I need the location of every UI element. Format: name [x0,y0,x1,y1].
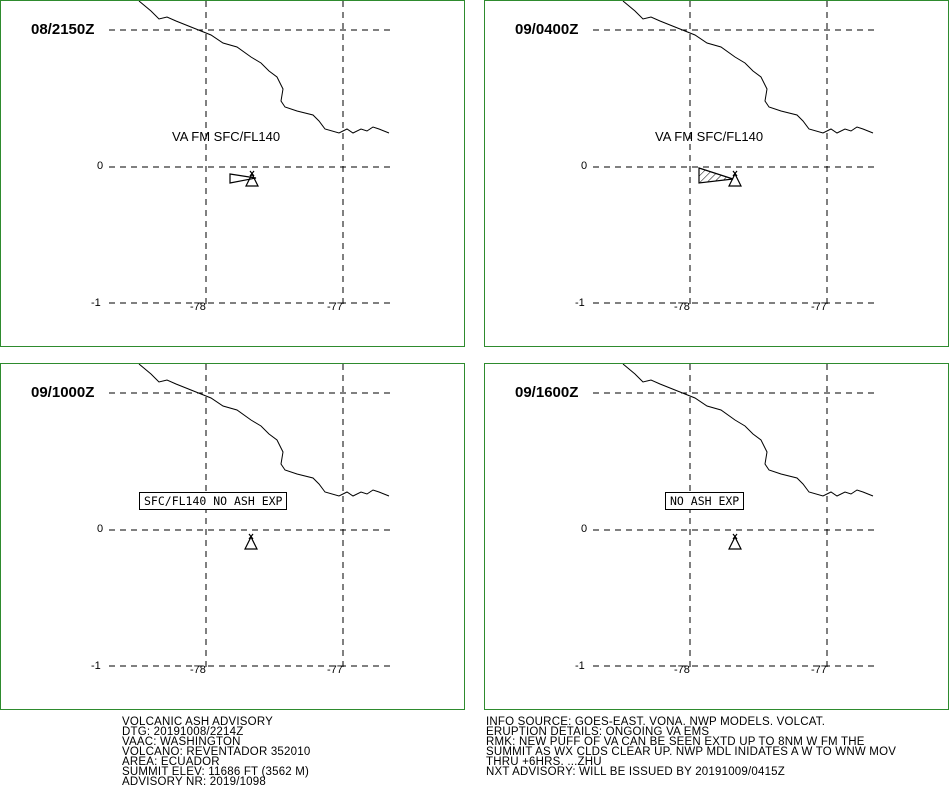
map-panel-4: 09/1600Z NO ASH EXP 0 -1 -78 -77 [484,363,949,710]
advisory-right: INFO SOURCE: GOES-EAST. VONA. NWP MODELS… [486,716,897,778]
coastline [622,1,874,134]
advisory-line: VAAC: WASHINGTON [122,736,241,748]
no-ash-label: SFC/FL140 NO ASH EXP [139,492,288,510]
volcano-icon [728,533,742,550]
lon-label-1: -77 [811,664,827,676]
advisory-line: ERUPTION DETAILS: ONGOING VA EMS [486,726,710,738]
volcano-icon [245,170,259,187]
lon-label-1: -77 [327,301,343,313]
lon-label-0: -78 [190,301,206,313]
ash-cloud-polygon [698,167,734,184]
map-graphic [109,364,391,669]
lat-label-0: 0 [97,523,104,535]
lon-label-0: -78 [190,664,206,676]
ash-cloud-polygon [229,173,257,184]
va-label: VA FM SFC/FL140 [172,129,281,144]
advisory-line: DTG: 20191008/2214Z [122,726,244,738]
lon-label-0: -78 [674,301,690,313]
panel-time: 09/0400Z [515,21,579,38]
map-graphic [593,1,875,306]
map-graphic [109,1,391,306]
lat-label-1: -1 [91,297,101,309]
advisory-line: ADVISORY NR: 2019/1098 [122,776,266,788]
map-graphic [593,364,875,669]
map-panel-1: 08/2150Z VA FM SFC/FL140 0 -1 -78 -77 [0,0,465,347]
volcano-icon [244,533,258,550]
va-label: VA FM SFC/FL140 [655,129,764,144]
advisory-line: VOLCANO: REVENTADOR 352010 [122,746,311,758]
advisory-line: THRU +6HRS. ...ZHU [486,756,602,768]
advisory-line: NXT ADVISORY: WILL BE ISSUED BY 20191009… [486,766,785,778]
lat-label-1: -1 [575,660,585,672]
advisory-line: SUMMIT AS WX CLDS CLEAR UP. NWP MDL INID… [486,746,897,758]
lon-label-1: -77 [811,301,827,313]
lon-label-0: -78 [674,664,690,676]
coastline [138,364,390,497]
panel-time: 09/1000Z [31,384,95,401]
lat-label-0: 0 [581,523,588,535]
advisory-line: VOLCANIC ASH ADVISORY [122,716,273,728]
panel-time: 09/1600Z [515,384,579,401]
coastline [622,364,874,497]
lat-label-0: 0 [97,160,104,172]
advisory-line: SUMMIT ELEV: 11686 FT (3562 M) [122,766,310,778]
advisory-line: AREA: ECUADOR [122,756,220,768]
lat-label-1: -1 [91,660,101,672]
lat-label-1: -1 [575,297,585,309]
coastline [138,1,390,134]
lon-label-1: -77 [327,664,343,676]
no-ash-label: NO ASH EXP [665,492,745,510]
panel-time: 08/2150Z [31,21,95,38]
advisory-line: INFO SOURCE: GOES-EAST. VONA. NWP MODELS… [486,716,826,728]
volcano-icon [728,170,742,187]
advisory-line: RMK: NEW PUFF OF VA CAN BE SEEN EXTD UP … [486,736,865,748]
map-panel-2: 09/0400Z VA FM SFC/FL140 0 -1 -78 -77 [484,0,949,347]
lat-label-0: 0 [581,160,588,172]
advisory-left: VOLCANIC ASH ADVISORY DTG: 20191008/2214… [122,716,311,788]
map-panel-3: 09/1000Z SFC/FL140 NO ASH EXP 0 -1 -78 -… [0,363,465,710]
